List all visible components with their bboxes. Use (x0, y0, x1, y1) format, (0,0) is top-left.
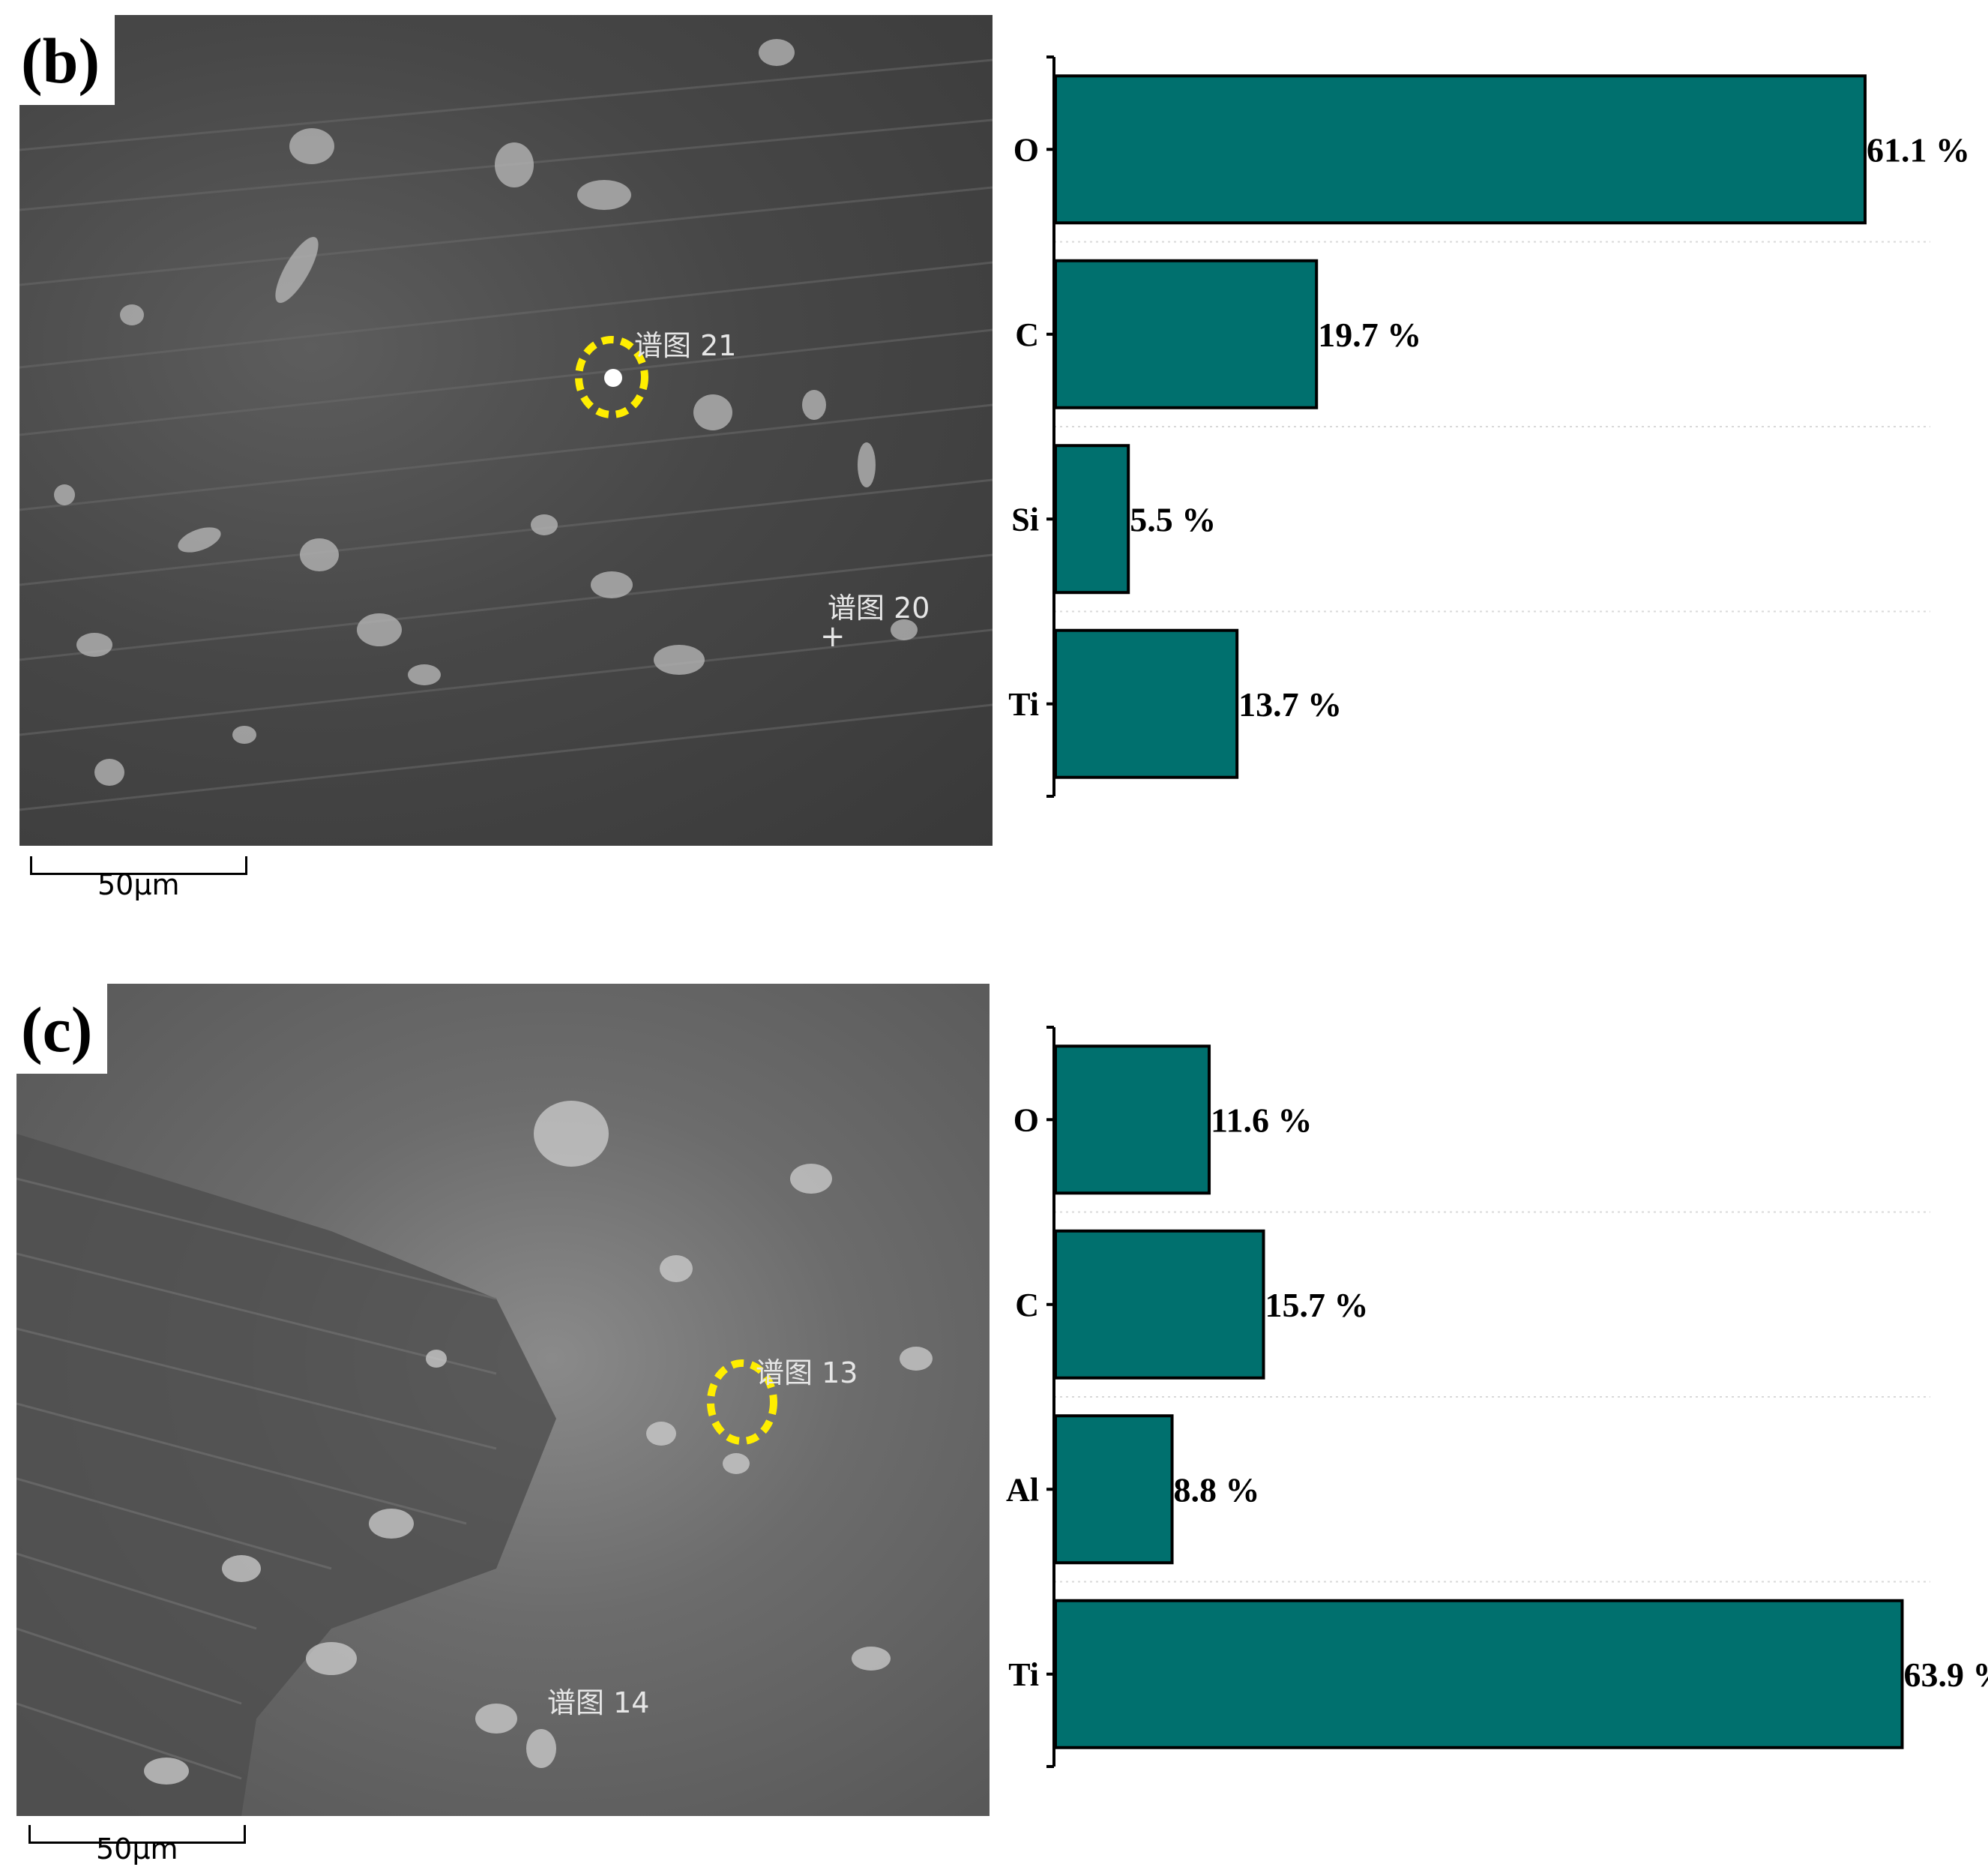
value-label-o: 11.6 % (1211, 1101, 1312, 1139)
bar-ti (1054, 628, 1239, 779)
bar-ti (1054, 1599, 1904, 1749)
category-label-o: O (1013, 131, 1039, 168)
category-label-ti: Ti (1008, 1656, 1039, 1693)
sem-texture-b: + (19, 39, 993, 811)
bar-al (1054, 1414, 1174, 1565)
category-label-al: Al (1006, 1471, 1039, 1508)
sem-image-c: 谱图 13 谱图 14 (16, 984, 990, 1816)
spot-label-20: 谱图 20 (828, 592, 930, 625)
bar-o (1054, 1044, 1211, 1195)
eds-chart-c: O 11.6 % C 15.7 % Al 8.8 % Ti 63.9 % (1006, 1026, 1988, 1768)
value-label-c: 19.7 % (1318, 316, 1421, 354)
marker-b (575, 336, 648, 418)
scale-bar-label-b: 50μm (97, 868, 180, 901)
value-label-al: 8.8 % (1174, 1470, 1260, 1509)
panel-label-c: (c) (10, 984, 108, 1074)
spot-label-14: 谱图 14 (547, 1686, 650, 1719)
category-label-si: Si (1011, 501, 1039, 538)
value-label-o: 61.1 % (1867, 130, 1970, 169)
scale-bar-line-c (28, 1825, 246, 1844)
category-label-ti: Ti (1008, 686, 1039, 723)
value-label-ti: 13.7 % (1238, 685, 1342, 724)
scale-bar-label-c: 50μm (96, 1833, 178, 1866)
category-label-o: O (1013, 1101, 1039, 1138)
sem-texture-c (16, 1101, 933, 1816)
scale-bar-line-b (30, 856, 247, 875)
eds-chart-b: O 61.1 % C 19.7 % Si 5.5 % Ti 13.7 % (1008, 55, 1970, 798)
spot-label-21: 谱图 21 (634, 329, 737, 362)
bar-c (1054, 259, 1319, 409)
panel-label-b: (b) (10, 15, 115, 105)
bar-si (1054, 444, 1130, 595)
category-label-c: C (1015, 316, 1039, 353)
bar-c (1054, 1229, 1265, 1380)
sem-image-b: + 谱图 21 谱图 20 (19, 15, 993, 846)
category-label-c: C (1015, 1287, 1039, 1323)
value-label-ti: 63.9 % (1903, 1656, 1988, 1694)
svg-text:+: + (820, 619, 846, 654)
marker-c (707, 1359, 777, 1445)
spot-label-13: 谱图 13 (756, 1356, 858, 1389)
value-label-c: 15.7 % (1265, 1286, 1369, 1324)
bar-o (1054, 74, 1867, 225)
value-label-si: 5.5 % (1130, 500, 1216, 538)
